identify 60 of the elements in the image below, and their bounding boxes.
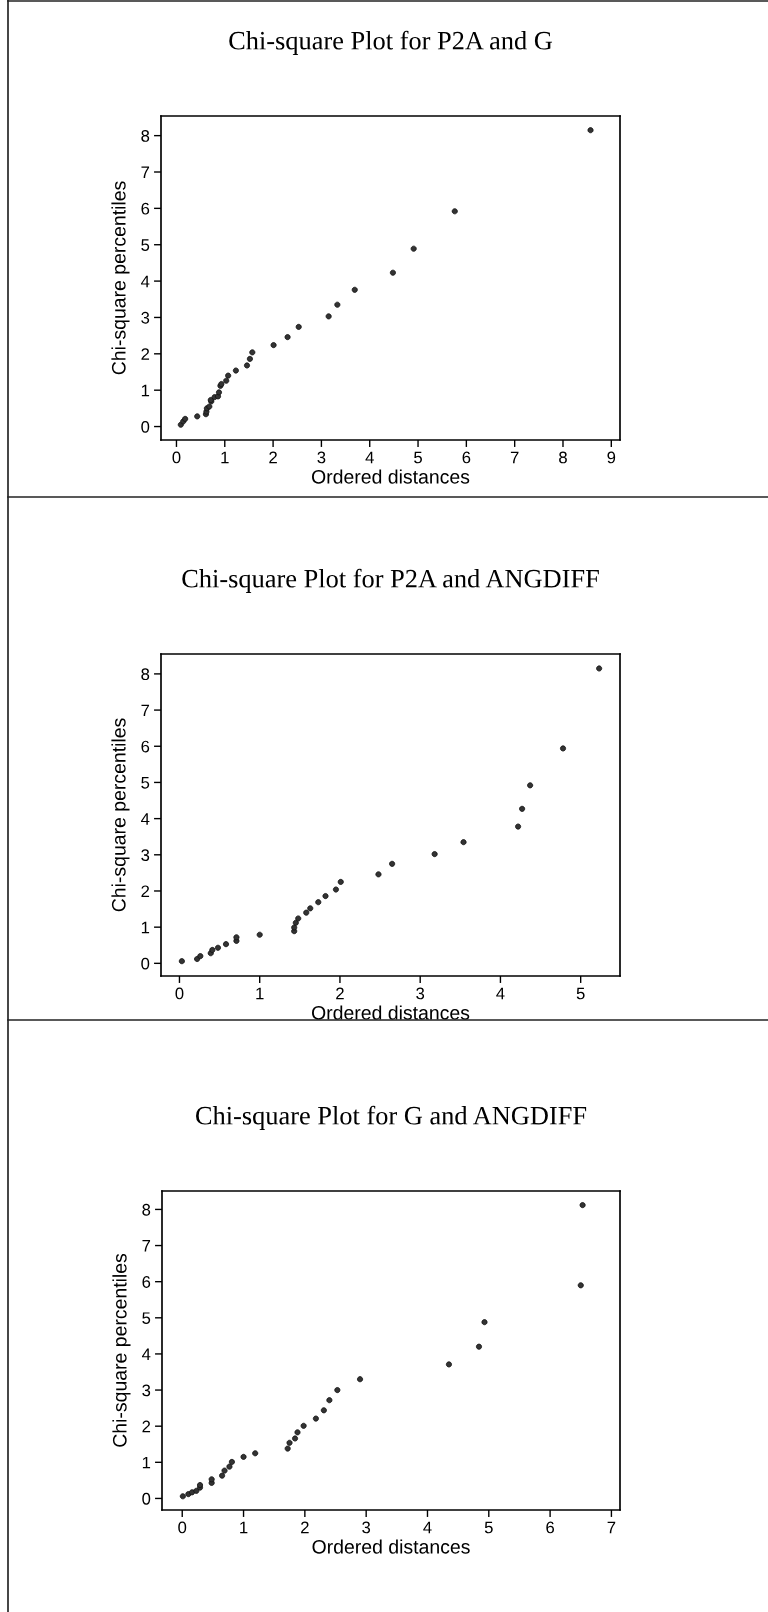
x-tick-label: 5 xyxy=(414,451,422,464)
y-tick-label: 7 xyxy=(141,704,150,717)
x-tick-label: 1 xyxy=(221,451,229,464)
y-tick-label: 1 xyxy=(141,384,150,397)
x-tick-label: 2 xyxy=(336,987,344,1000)
x-axis-title: Ordered distances xyxy=(311,469,470,484)
y-tick-label: 2 xyxy=(142,1420,151,1433)
y-tick-label: 0 xyxy=(141,420,150,433)
x-tick-label: 0 xyxy=(178,1521,187,1534)
y-tick-label: 7 xyxy=(141,166,150,179)
y-tick-label: 1 xyxy=(141,921,150,934)
y-tick-label: 5 xyxy=(141,239,150,251)
y-tick-label: 3 xyxy=(141,849,150,861)
y-tick-label: 6 xyxy=(141,740,150,753)
x-axis-title: Ordered distances xyxy=(311,1005,470,1020)
chart-title: Chi-square Plot for P2A and G xyxy=(229,30,553,55)
y-tick-label: 6 xyxy=(141,202,150,215)
y-tick-label: 3 xyxy=(141,311,150,324)
x-tick-label: 9 xyxy=(607,451,616,464)
y-axis-title: Chi-square percentiles xyxy=(112,1253,131,1447)
chart-title: Chi-square Plot for G and ANGDIFF xyxy=(196,1105,587,1130)
y-tick-label: 8 xyxy=(142,1203,151,1216)
y-tick-label: 3 xyxy=(142,1384,151,1397)
x-tick-label: 6 xyxy=(546,1521,555,1534)
y-tick-label: 4 xyxy=(142,1348,151,1360)
x-tick-label: 3 xyxy=(362,1521,371,1534)
x-tick-label: 4 xyxy=(423,1521,432,1534)
y-tick-label: 4 xyxy=(141,813,150,825)
x-tick-label: 6 xyxy=(462,451,471,464)
x-tick-label: 2 xyxy=(269,451,277,464)
y-axis-title: Chi-square percentiles xyxy=(111,181,130,375)
x-tick-label: 8 xyxy=(559,451,567,464)
x-tick-label: 7 xyxy=(607,1521,616,1534)
x-tick-label: 4 xyxy=(365,451,374,464)
x-tick-label: 1 xyxy=(256,987,264,1000)
x-tick-label: 0 xyxy=(172,451,181,464)
chart-title: Chi-square Plot for P2A and ANGDIFF xyxy=(182,568,599,593)
y-tick-label: 6 xyxy=(142,1276,151,1288)
x-tick-label: 3 xyxy=(416,987,425,1000)
y-tick-label: 2 xyxy=(141,885,150,898)
x-axis-title: Ordered distances xyxy=(312,1539,470,1554)
y-tick-label: 7 xyxy=(142,1240,151,1252)
x-tick-label: 3 xyxy=(317,451,326,464)
x-tick-label: 1 xyxy=(240,1521,248,1534)
x-tick-label: 2 xyxy=(301,1521,309,1534)
y-tick-label: 2 xyxy=(141,348,150,360)
y-tick-label: 8 xyxy=(141,130,150,142)
y-tick-label: 4 xyxy=(141,275,150,288)
y-tick-label: 0 xyxy=(141,957,150,970)
x-tick-label: 5 xyxy=(484,1521,493,1534)
y-tick-label: 5 xyxy=(142,1312,151,1325)
y-axis-title: Chi-square percentiles xyxy=(111,718,130,912)
x-tick-label: 4 xyxy=(496,987,505,1000)
x-tick-label: 5 xyxy=(576,987,585,1000)
y-tick-label: 8 xyxy=(141,668,150,681)
y-tick-label: 0 xyxy=(142,1492,151,1505)
x-tick-label: 0 xyxy=(175,987,184,1000)
y-tick-label: 1 xyxy=(142,1456,151,1469)
y-tick-label: 5 xyxy=(141,777,150,789)
x-tick-label: 7 xyxy=(510,451,519,464)
